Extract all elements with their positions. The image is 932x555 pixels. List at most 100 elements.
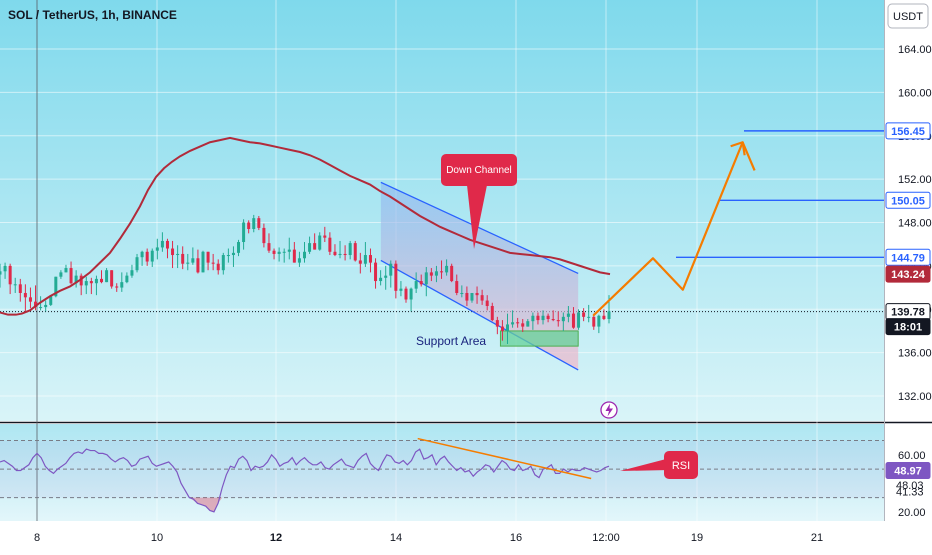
candle-body (495, 320, 499, 327)
candle (262, 223, 266, 248)
candle (160, 232, 164, 252)
candle (379, 270, 383, 286)
candle (577, 309, 581, 330)
rsi-level-label: 48.03 (896, 480, 924, 492)
candle-body (18, 284, 22, 293)
candle-body (267, 243, 271, 251)
candle (247, 220, 251, 234)
candle-body (587, 316, 591, 318)
rsi-trendline[interactable] (417, 437, 592, 480)
time-tick-label: 19 (691, 532, 703, 544)
candle-body (404, 288, 408, 300)
candle-body (181, 253, 185, 264)
candle (495, 316, 499, 335)
down-channel-label: Down Channel (446, 165, 512, 176)
candle-body (429, 272, 433, 276)
candle (475, 286, 479, 304)
candle-body (49, 296, 53, 305)
candle (363, 242, 367, 267)
candle (429, 268, 433, 282)
candle-body (28, 297, 32, 302)
candle (404, 286, 408, 303)
candle (84, 276, 88, 295)
ma-price-label: 143.24 (885, 265, 931, 283)
candle (18, 278, 22, 302)
candle-body (216, 263, 220, 271)
candle (500, 320, 504, 341)
candle (394, 260, 398, 299)
candle-body (556, 320, 560, 322)
projection-arrow-path[interactable] (592, 141, 744, 317)
level-price-label: 150.05 (885, 191, 931, 209)
currency-button[interactable]: USDT (887, 3, 929, 29)
candle (13, 277, 17, 293)
candle-body (531, 315, 535, 322)
candle-body (176, 253, 180, 256)
candle-body (282, 251, 286, 253)
candle-body (480, 295, 484, 301)
candle (480, 289, 484, 305)
channel-upper-line[interactable] (380, 181, 579, 275)
price-tick-label: 152.00 (898, 174, 932, 186)
candle-body (592, 316, 596, 327)
channel-lower-line[interactable] (380, 259, 579, 371)
candle (384, 265, 388, 290)
candle-body (546, 315, 550, 320)
candle-body (490, 305, 494, 321)
candle-body (231, 252, 235, 256)
candle (267, 233, 271, 253)
candle-body (358, 260, 362, 264)
price-tick-label: 164.00 (898, 44, 932, 56)
ma-price-label-text: 143.24 (891, 269, 926, 281)
candle (419, 274, 423, 287)
candle-body (577, 312, 581, 328)
rsi-callout-label: RSI (672, 460, 690, 472)
rsi-value-label-text: 48.97 (894, 466, 922, 478)
rsi-level-label: 41.33 (896, 486, 924, 498)
candle (531, 312, 535, 330)
candle-body (470, 292, 474, 301)
candle (455, 274, 459, 296)
candle (434, 265, 438, 283)
candle-body (160, 240, 164, 248)
price-tick-label: 160.00 (898, 87, 932, 99)
candle (338, 240, 342, 259)
candle (110, 270, 114, 289)
candle-body (84, 281, 88, 286)
rsi-tick-label: 60.00 (898, 450, 926, 462)
candle-body (13, 284, 17, 286)
candle (374, 258, 378, 289)
candle (145, 248, 149, 266)
candle (3, 262, 7, 279)
candle-body (257, 218, 261, 228)
candle (135, 253, 139, 273)
lightning-icon[interactable] (600, 401, 618, 419)
candle-body (120, 282, 124, 288)
candle (155, 238, 159, 260)
candle (571, 307, 575, 329)
candle (216, 259, 220, 275)
candle (303, 242, 306, 263)
level-price-label-box (885, 191, 931, 209)
level-price-label-text: 150.05 (891, 195, 925, 207)
candle (89, 277, 93, 295)
candle (8, 263, 12, 295)
candle (226, 248, 230, 263)
candle-body (145, 251, 149, 262)
candle (399, 281, 403, 297)
candle (313, 233, 317, 250)
candle-body (384, 275, 388, 278)
candle (181, 246, 185, 270)
countdown-label-text: 18:01 (894, 322, 922, 334)
candle (551, 310, 555, 322)
candle-body (318, 235, 322, 250)
candle (460, 285, 464, 298)
candle-body (237, 242, 241, 253)
candle-body (196, 258, 200, 273)
candle-body (389, 263, 393, 276)
candle-body (140, 251, 144, 258)
candle (0, 263, 2, 288)
level-price-label-box (885, 122, 931, 140)
support-area-box[interactable] (499, 330, 579, 347)
